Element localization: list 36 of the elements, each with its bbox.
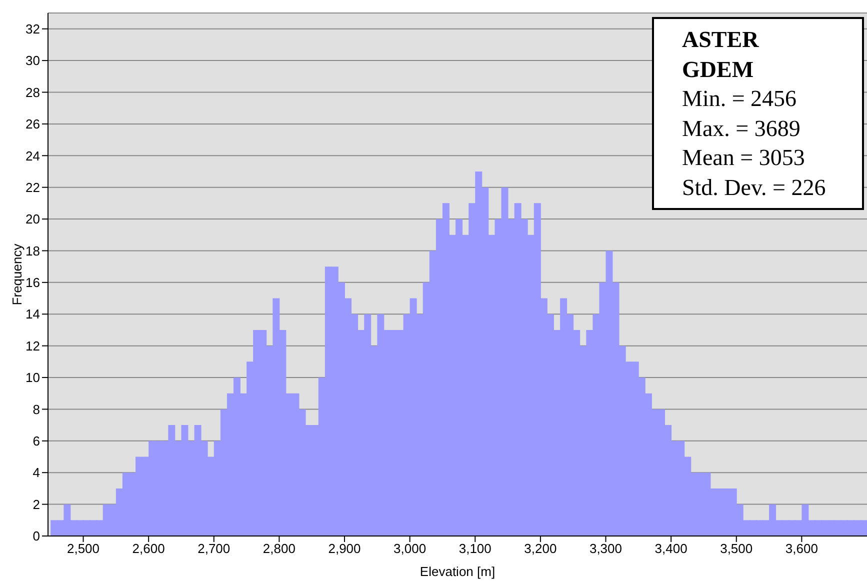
y-axis-title: Frequency bbox=[10, 243, 25, 306]
x-tick-label: 3,100 bbox=[458, 541, 492, 556]
y-tick-label: 20 bbox=[26, 212, 40, 227]
x-tick-label: 2,900 bbox=[328, 541, 361, 556]
annotation: Mean = 3053 bbox=[682, 144, 806, 172]
y-tick-label: 22 bbox=[26, 180, 40, 195]
y-tick-label: 12 bbox=[26, 338, 40, 354]
x-tick-label: 2,500 bbox=[66, 541, 100, 556]
annotation: Std. Dev. = 226 bbox=[682, 174, 827, 202]
x-tick-label: 3,500 bbox=[720, 541, 753, 556]
y-tick-label: 30 bbox=[26, 53, 40, 68]
x-axis-title: Elevation [m] bbox=[420, 564, 496, 579]
y-tick-label: 4 bbox=[32, 465, 40, 480]
x-tick-label: 3,400 bbox=[654, 541, 688, 556]
x-tick-label: 3,000 bbox=[394, 541, 426, 556]
y-tick-label: 16 bbox=[26, 275, 40, 290]
annotation: Max. = 3689 bbox=[682, 114, 802, 142]
y-tick-label: 32 bbox=[26, 21, 40, 36]
x-tick-label: 2,700 bbox=[198, 541, 230, 556]
y-tick-label: 10 bbox=[26, 370, 40, 386]
y-tick-label: 6 bbox=[32, 434, 40, 449]
y-tick-label: 18 bbox=[26, 243, 40, 258]
x-tick-label: 3,300 bbox=[589, 541, 622, 556]
y-tick-label: 2 bbox=[32, 496, 40, 512]
x-tick-label: 2,600 bbox=[132, 541, 165, 556]
annotation: Min. = 2456 bbox=[682, 85, 798, 113]
x-tick-label: 3,200 bbox=[524, 541, 557, 556]
y-tick-label: 8 bbox=[32, 402, 40, 417]
y-tick-label: 28 bbox=[26, 84, 40, 100]
y-tick-label: 0 bbox=[32, 528, 40, 544]
x-tick-label: 3,600 bbox=[785, 541, 818, 556]
y-tick-label: 26 bbox=[26, 116, 40, 132]
annotation: ASTER GDEM bbox=[682, 26, 760, 84]
y-tick-label: 24 bbox=[26, 148, 40, 164]
x-tick-label: 2,800 bbox=[262, 541, 296, 556]
y-tick-label: 14 bbox=[26, 306, 40, 322]
